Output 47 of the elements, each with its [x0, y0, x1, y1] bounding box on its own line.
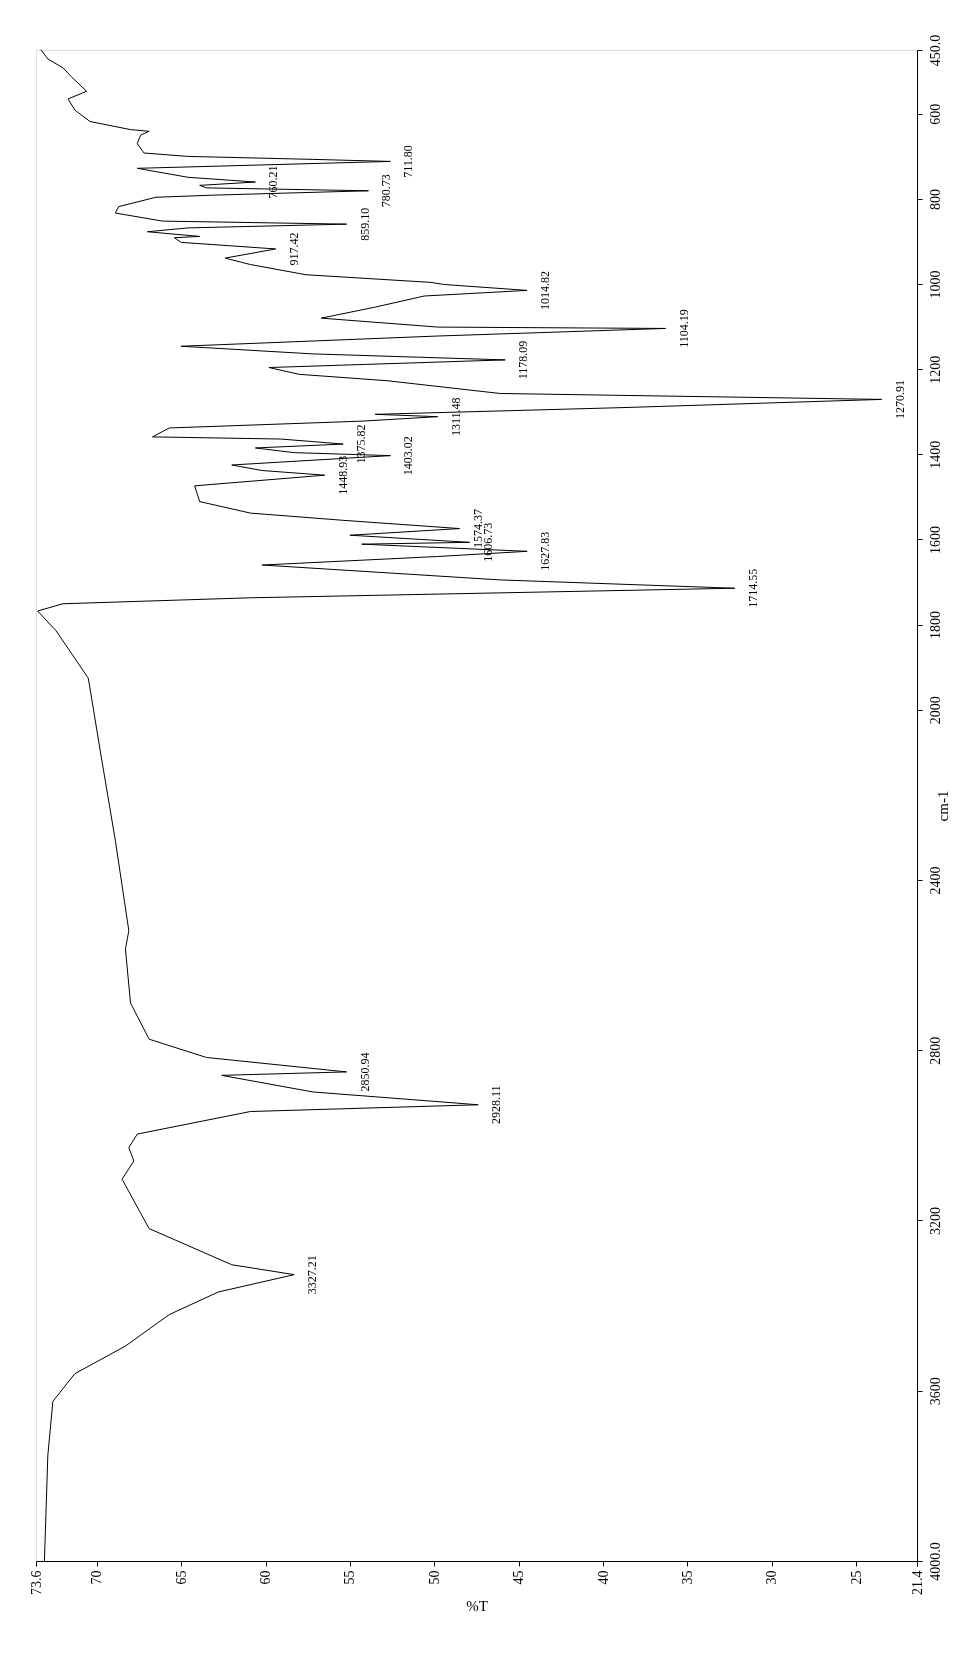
annotation: 1014.82 — [538, 270, 553, 310]
x-axis-title: %T — [466, 1598, 488, 1614]
y-tick-label: 3600 — [927, 1377, 943, 1406]
annotation: 1714.55 — [745, 568, 760, 608]
x-tick-label: 45 — [511, 1570, 527, 1585]
x-tick-label: 40 — [595, 1570, 611, 1585]
y-tick-label: 450.0 — [927, 34, 943, 67]
y-tick-label: 2400 — [927, 866, 943, 895]
y-tick-label: 600 — [927, 103, 943, 125]
y-tick-label: 1800 — [927, 611, 943, 640]
annotation: 1104.19 — [676, 309, 691, 348]
annotation: 859.10 — [357, 207, 372, 241]
y-tick-label: 2800 — [927, 1036, 943, 1065]
annotation: 1448.93 — [335, 455, 350, 495]
annotation: 1270.91 — [892, 379, 907, 419]
x-tick-label: 35 — [679, 1570, 695, 1585]
y-axis-title: cm-1 — [934, 790, 951, 822]
x-tick-label: 55 — [342, 1570, 358, 1585]
x-tick-label: 65 — [173, 1570, 189, 1585]
annotation: 2850.94 — [357, 1052, 372, 1092]
x-tick-label: 25 — [848, 1570, 864, 1585]
y-tick-label: 2000 — [927, 696, 943, 725]
annotation: 1403.02 — [401, 436, 416, 476]
annotation: 2928.11 — [489, 1085, 504, 1125]
annotation: 1375.82 — [354, 424, 369, 464]
y-tick-label: 1400 — [927, 440, 943, 469]
annotation: 711.80 — [401, 145, 416, 178]
annotation: 917.42 — [286, 232, 301, 266]
x-tick-label: 30 — [764, 1570, 780, 1585]
x-tick-label: 50 — [426, 1570, 442, 1585]
annotation: 780.73 — [379, 174, 394, 208]
x-tick-label: 60 — [258, 1570, 274, 1585]
annotation: 760.21 — [266, 165, 281, 199]
y-tick-label: 1600 — [927, 525, 943, 554]
annotation: 1311.48 — [448, 397, 463, 436]
annotation: 1627.83 — [538, 531, 553, 571]
x-tick-label: 21.4 — [909, 1570, 925, 1595]
y-tick-label: 4000.0 — [927, 1542, 943, 1581]
x-tick-label: 73.6 — [28, 1570, 44, 1595]
y-tick-label: 1200 — [927, 355, 943, 384]
annotation: 3327.21 — [305, 1255, 320, 1295]
annotation: 1178.09 — [516, 340, 531, 380]
y-tick-label: 800 — [927, 188, 943, 210]
y-tick-label: 3200 — [927, 1206, 943, 1235]
annotation: 1574.37 — [470, 509, 485, 549]
y-tick-label: 1000 — [927, 270, 943, 299]
x-tick-label: 70 — [89, 1570, 105, 1585]
